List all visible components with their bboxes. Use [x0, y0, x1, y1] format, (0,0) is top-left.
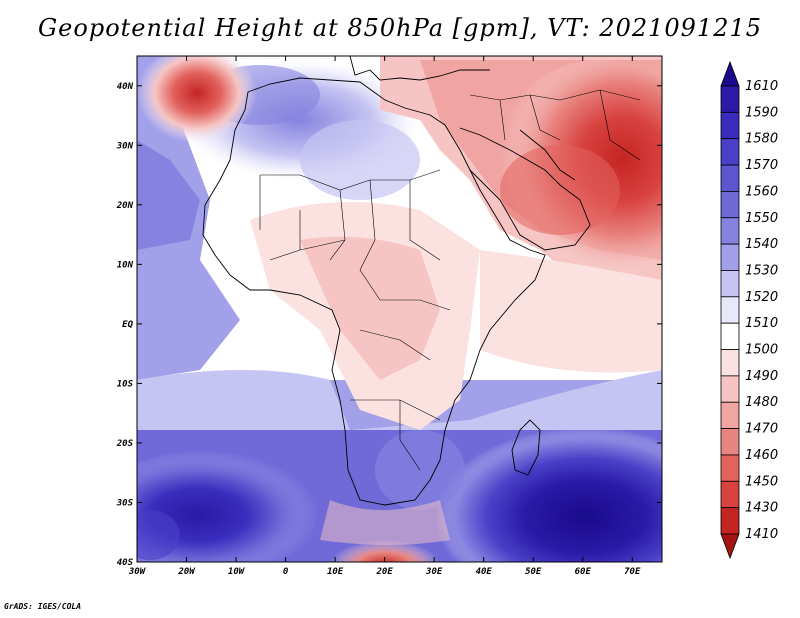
persian-gulf — [519, 129, 576, 181]
lat-label: 10N — [117, 260, 134, 270]
colorbar-label: 1410 — [745, 527, 778, 542]
lat-label: 40N — [117, 82, 134, 92]
lon-label: 40E — [476, 567, 493, 577]
lon-label: 70E — [624, 567, 641, 577]
colorbar-swatch — [720, 164, 740, 192]
colorbar-label: 1520 — [745, 290, 778, 305]
mediterranean-north — [349, 56, 490, 81]
colorbar-label: 1570 — [745, 158, 778, 173]
map-frame — [136, 55, 663, 563]
lat-label: 10S — [117, 379, 134, 389]
colorbar-swatch — [720, 217, 740, 245]
longitude-axis: 30W 20W 10W 0 10E 20E 30E 40E 50E 60E 70E — [128, 56, 641, 577]
colorbar-label: 1500 — [745, 343, 778, 358]
colorbar-swatch — [720, 375, 740, 403]
lon-label: 30W — [128, 567, 147, 577]
map-field — [137, 56, 662, 562]
colorbar-top-triangle — [720, 60, 740, 87]
colorbar-label: 1450 — [745, 474, 778, 489]
colorbar-label: 1480 — [745, 395, 778, 410]
lat-label: 30S — [116, 498, 134, 508]
colorbar-label: 1540 — [745, 237, 778, 252]
lon-label: 10W — [228, 567, 246, 577]
latitude-axis: 40N 30N 20N 10N EQ 10S 20S 30S 40S — [116, 82, 662, 568]
colorbar-swatch — [720, 85, 740, 113]
colorbar-label: 1610 — [745, 79, 778, 94]
page-title: Geopotential Height at 850hPa [gpm], VT:… — [38, 14, 762, 42]
colorbar-label: 1580 — [745, 132, 778, 147]
lat-label: 30N — [116, 141, 134, 151]
grads-credit: GrADS: IGES/COLA — [4, 602, 82, 611]
colorbar-label: 1430 — [745, 501, 778, 516]
middle-east-borders — [469, 89, 641, 161]
colorbar-label: 1530 — [745, 263, 778, 278]
colorbar-swatch — [720, 111, 740, 140]
colorbar-bottom-triangle — [720, 533, 740, 560]
colorbar-swatch — [720, 243, 740, 271]
country-borders — [259, 169, 451, 471]
lon-label: 50E — [525, 567, 542, 577]
lon-label: 20E — [376, 567, 394, 577]
colorbar: 1610 1590 1580 1570 1560 1550 1540 1530 1520 1510… — [720, 60, 778, 560]
colorbar-label: 1560 — [745, 184, 778, 199]
colorbar-swatch — [720, 507, 740, 535]
africa-coastline — [202, 77, 546, 506]
colorbar-swatch — [720, 322, 740, 350]
colorbar-label: 1550 — [745, 211, 778, 226]
lon-label: 10E — [327, 567, 344, 577]
colorbar-swatch — [720, 428, 740, 456]
colorbar-swatch — [720, 401, 740, 429]
lat-label: 20N — [116, 201, 134, 211]
lon-label: 0 — [283, 567, 289, 577]
colorbar-label: 1510 — [745, 316, 778, 331]
madagascar — [511, 419, 541, 476]
colorbar-swatch — [720, 296, 740, 324]
colorbar-label: 1460 — [745, 448, 778, 463]
lat-label: 20S — [116, 439, 134, 449]
lon-label: 20W — [177, 567, 196, 577]
colorbar-label: 1490 — [745, 369, 778, 384]
arabia-coast — [459, 127, 591, 251]
colorbar-swatch — [720, 349, 740, 377]
colorbar-swatch — [720, 480, 740, 509]
colorbar-swatch — [720, 138, 740, 166]
colorbar-label: 1470 — [745, 422, 778, 437]
lon-label: 30E — [425, 567, 443, 577]
lat-label: 40S — [117, 558, 134, 568]
colorbar-swatch — [720, 270, 740, 298]
lon-label: 60E — [575, 567, 592, 577]
colorbar-swatch — [720, 191, 740, 219]
colorbar-swatch — [720, 454, 740, 482]
coastline-borders — [202, 56, 641, 506]
colorbar-label: 1590 — [745, 105, 778, 120]
lat-label: EQ — [122, 320, 133, 330]
